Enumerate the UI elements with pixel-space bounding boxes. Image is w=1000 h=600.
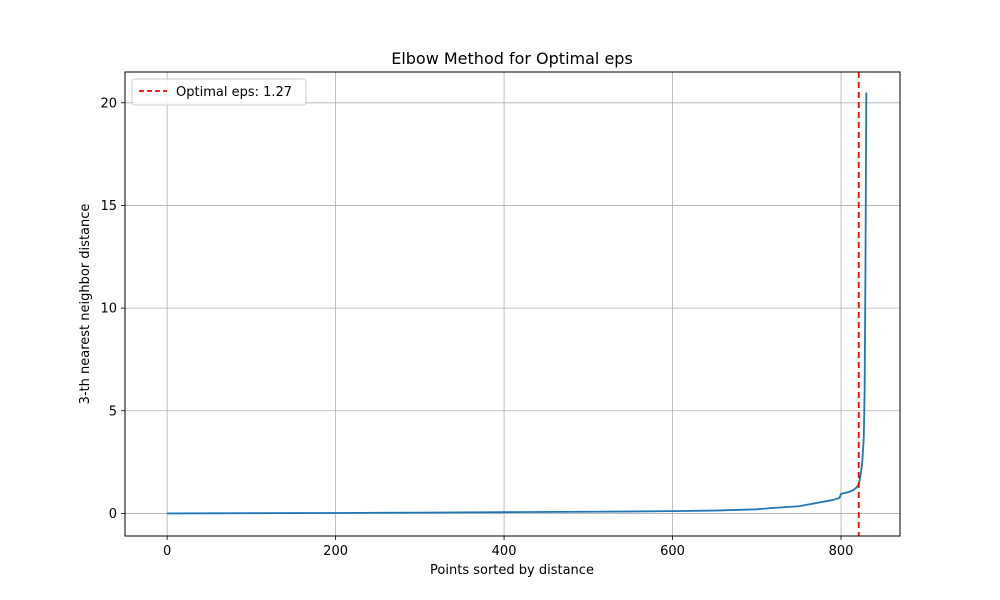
- series-layer: [167, 72, 868, 536]
- y-tick-label-4: 20: [100, 96, 117, 111]
- legend-label-optimal-eps: Optimal eps: 1.27: [176, 85, 292, 100]
- x-tick-label-3: 600: [660, 544, 685, 559]
- legend-box: [131, 78, 307, 106]
- y-tick-label-0: 0: [109, 507, 117, 522]
- legend: Optimal eps: 1.27: [131, 78, 307, 106]
- y-tick-label-2: 10: [100, 302, 117, 317]
- x-axis-title: Points sorted by distance: [430, 563, 594, 578]
- chart-title: Elbow Method for Optimal eps: [391, 49, 633, 68]
- x-tick-label-2: 400: [492, 544, 517, 559]
- plot-frame: [124, 71, 901, 537]
- y-tick-label-1: 5: [109, 404, 117, 419]
- x-tick-label-1: 200: [323, 544, 348, 559]
- y-axis-title: 3-th nearest neighbor distance: [78, 204, 93, 405]
- y-tick-label-3: 15: [100, 199, 117, 214]
- series-line-0: [167, 92, 868, 515]
- x-tick-label-4: 800: [829, 544, 854, 559]
- grid: [125, 72, 900, 536]
- x-tick-label-0: 0: [163, 544, 171, 559]
- ticks: 0 200 400 600 800 0 5 10 15 20: [100, 96, 853, 559]
